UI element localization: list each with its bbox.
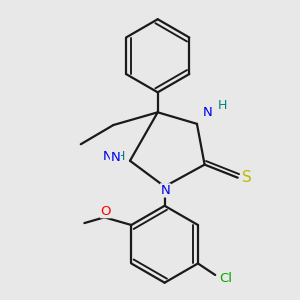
Text: S: S (242, 170, 252, 185)
Text: O: O (101, 205, 111, 218)
Text: N: N (203, 106, 213, 119)
Text: N: N (160, 184, 170, 197)
Text: N: N (103, 150, 112, 163)
Text: H: H (110, 150, 119, 163)
Text: Cl: Cl (220, 272, 232, 285)
Text: H: H (217, 99, 227, 112)
Text: H: H (116, 150, 125, 164)
Text: N: N (110, 151, 120, 164)
